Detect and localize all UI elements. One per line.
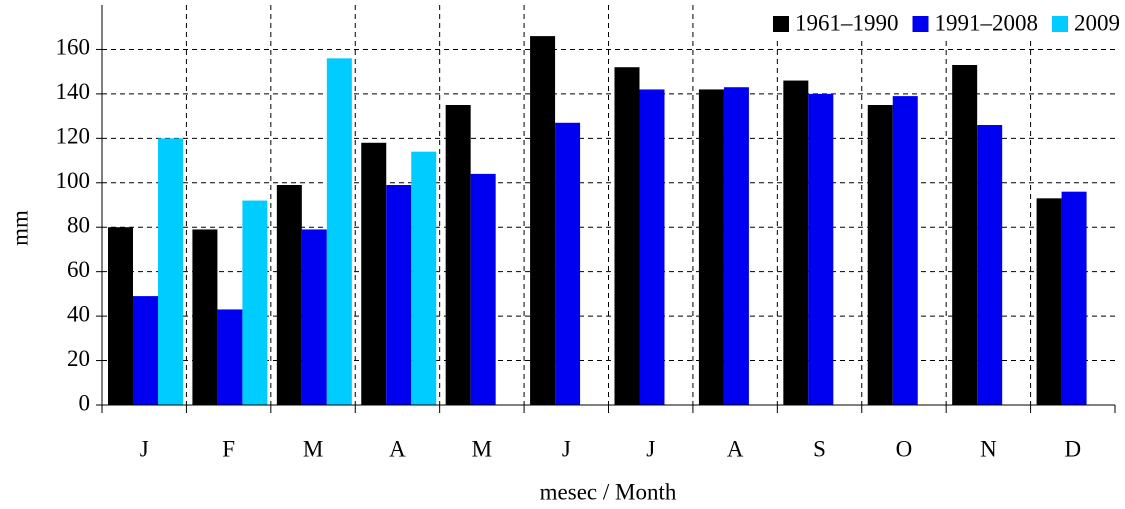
y-tick-label: 140 xyxy=(56,79,91,104)
bar xyxy=(386,185,412,405)
bar xyxy=(723,87,749,405)
x-tick-label: M xyxy=(303,436,323,461)
legend-label: 1961–1990 xyxy=(795,10,899,35)
x-tick-label: N xyxy=(980,436,997,461)
x-tick-label: D xyxy=(1064,436,1081,461)
y-tick-label: 0 xyxy=(79,390,91,415)
legend-label: 1991–2008 xyxy=(935,10,1039,35)
x-tick-label: J xyxy=(646,436,655,461)
legend-swatch xyxy=(773,16,789,32)
legend-swatch xyxy=(912,16,929,32)
x-tick-label: S xyxy=(813,436,826,461)
bar xyxy=(326,58,352,405)
bar xyxy=(276,185,302,405)
bar xyxy=(808,93,834,405)
bar xyxy=(783,80,809,406)
bar xyxy=(1036,198,1062,405)
bar xyxy=(867,105,893,405)
bar xyxy=(361,142,387,405)
legend-label: 2009 xyxy=(1074,10,1120,35)
bar xyxy=(301,229,327,405)
y-tick-label: 80 xyxy=(67,213,90,238)
x-tick-label: F xyxy=(222,436,235,461)
x-tick-label: A xyxy=(389,436,406,461)
x-tick-label: O xyxy=(896,436,913,461)
y-tick-label: 160 xyxy=(56,35,91,60)
bar xyxy=(1061,191,1087,405)
bar xyxy=(192,229,218,405)
legend-swatch xyxy=(1052,16,1068,32)
bar xyxy=(158,138,183,406)
x-tick-label: A xyxy=(727,436,744,461)
y-tick-label: 120 xyxy=(56,124,91,149)
bar xyxy=(108,227,133,405)
x-tick-label: M xyxy=(472,436,492,461)
y-tick-label: 60 xyxy=(67,257,90,282)
bar xyxy=(977,125,1003,405)
bar xyxy=(639,89,665,405)
bar xyxy=(698,89,724,405)
y-axis-label: mm xyxy=(7,210,32,246)
bar xyxy=(411,151,437,405)
y-tick-label: 40 xyxy=(67,301,90,326)
x-tick-label: J xyxy=(562,436,571,461)
bar xyxy=(217,309,243,405)
y-tick-label: 20 xyxy=(67,346,90,371)
x-axis-label: mesec / Month xyxy=(540,479,677,504)
bar xyxy=(445,105,471,405)
bar xyxy=(952,65,978,405)
bar xyxy=(242,200,268,405)
x-tick-label: J xyxy=(140,436,149,461)
bar xyxy=(530,36,556,405)
bar xyxy=(614,67,640,405)
y-tick-label: 100 xyxy=(56,168,91,193)
bar xyxy=(133,296,158,405)
bar xyxy=(892,96,918,405)
bar xyxy=(470,173,496,405)
bar xyxy=(555,122,581,406)
